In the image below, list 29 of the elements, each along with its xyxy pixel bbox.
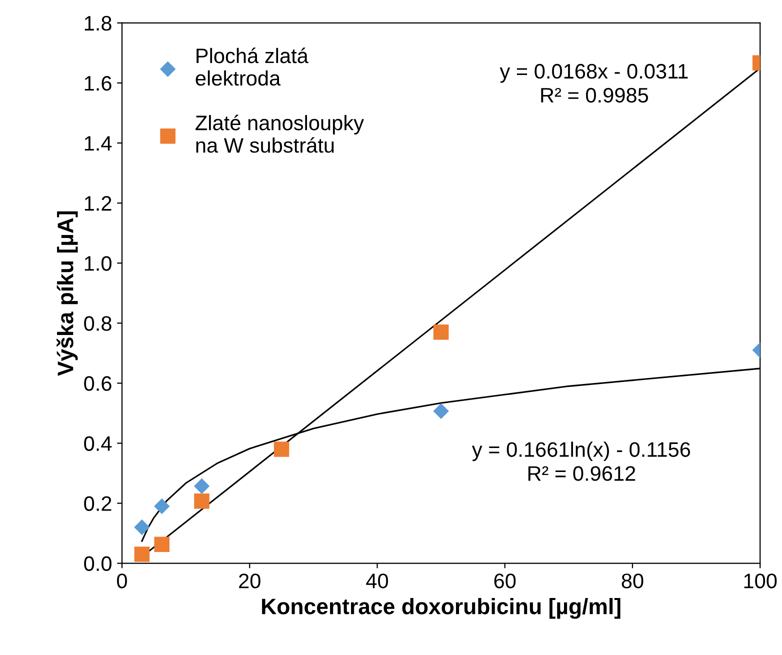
x-tick-label: 40 <box>366 574 388 588</box>
y-tick-label: 1.0 <box>84 256 112 271</box>
legend-label: Plochá zlatá elektroda <box>196 48 308 86</box>
y-tick-label: 1.8 <box>84 16 112 31</box>
point <box>194 478 210 494</box>
point <box>134 520 150 535</box>
x-tick-label: 60 <box>494 574 516 588</box>
y-tick-label: 0.8 <box>84 316 112 331</box>
y-tick-label: 0.2 <box>84 496 112 512</box>
point <box>274 442 290 457</box>
y-tick-label: 1.2 <box>84 196 112 211</box>
y-tick-label: 0.0 <box>84 556 112 572</box>
y-tick-label: 0.6 <box>84 376 112 391</box>
x-tick-label: 100 <box>744 574 777 588</box>
legend-label: Zlaté nanosloupky na W substrátu <box>196 114 364 153</box>
y-tick-label: 1.6 <box>84 76 112 91</box>
point <box>154 536 170 552</box>
y-tick-label: 1.4 <box>84 136 112 151</box>
point <box>134 546 150 562</box>
y-tick-label: 0.4 <box>84 436 112 451</box>
point <box>154 498 170 514</box>
x-tick-label: 80 <box>622 574 644 588</box>
point <box>194 494 210 509</box>
annotation: y = 0.1661ln(x) - 0.1156 R² = 0.9612 <box>472 442 690 481</box>
x-axis-title: Koncentrace doxorubicinu [µg/ml] <box>262 598 620 619</box>
x-tick-label: 20 <box>239 574 260 588</box>
annotation: y = 0.0168x - 0.0311 R² = 0.9985 <box>500 64 688 103</box>
y-axis-title: Výška píku [µA] <box>56 211 78 376</box>
x-tick-label: 0 <box>117 574 127 588</box>
